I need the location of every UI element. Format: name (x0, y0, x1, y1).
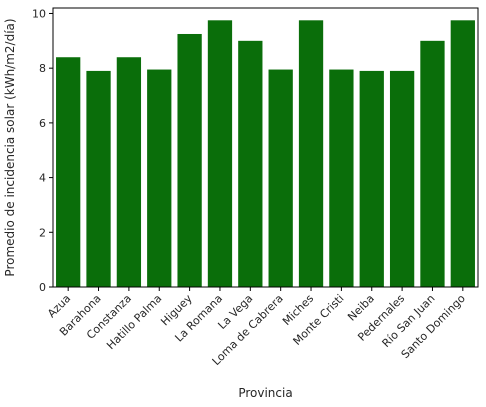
bar (56, 57, 81, 288)
bar (298, 20, 324, 287)
x-tick-label: Hatillo Palma (104, 292, 164, 352)
plot-frame (52, 7, 479, 288)
bar (177, 33, 202, 288)
bar (86, 70, 111, 287)
bar (329, 69, 354, 287)
bars-layer (56, 20, 475, 288)
bar (450, 20, 475, 287)
bar (420, 40, 445, 287)
y-tick-label: 0 (39, 281, 46, 294)
y-axis-label: Promedio de incidencia solar (kWh/m2/día… (3, 18, 17, 276)
bar (207, 20, 233, 287)
bar (116, 57, 142, 288)
y-tick-label: 10 (32, 7, 46, 20)
y-tick-label: 6 (39, 117, 46, 130)
x-axis-label: Provincia (238, 386, 292, 400)
bar (147, 69, 172, 287)
y-tick-label: 2 (39, 226, 46, 239)
bar (389, 70, 415, 287)
y-tick-label: 8 (39, 62, 46, 75)
bar (359, 70, 384, 287)
bar (268, 69, 293, 287)
bar (238, 40, 263, 287)
y-axis: 0 2 4 6 8 10 (32, 7, 53, 294)
y-tick-label: 4 (39, 172, 46, 185)
